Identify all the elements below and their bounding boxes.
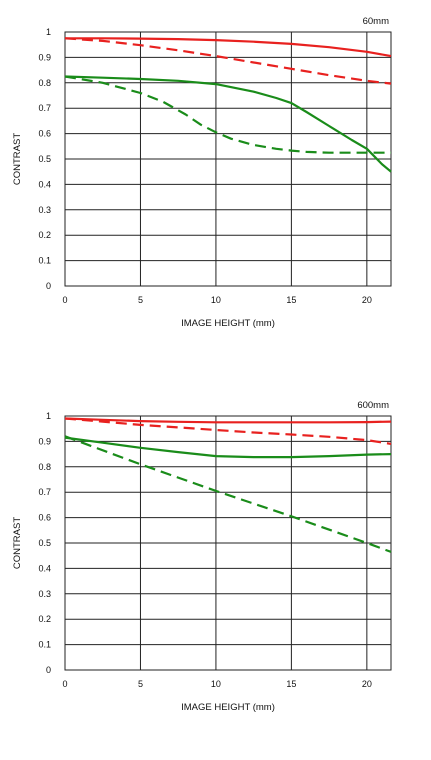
y-tick-label: 0.6 [38,513,51,523]
series-line-4 [64,75,391,154]
plot-frame [64,415,392,671]
y-axis-title: CONTRAST [12,517,23,569]
y-tick-label: 0.5 [38,538,51,548]
y-tick-label: 0 [46,665,51,675]
y-tick-label: 1 [46,411,51,421]
y-tick-label: 0.8 [38,78,51,88]
y-tick-label: 0.1 [38,256,51,266]
y-tick-label: 0.7 [38,103,51,113]
series-line-2 [64,37,392,85]
chart-title: 600mm [357,400,389,411]
series-line-2 [64,417,392,445]
y-axis-title: CONTRAST [12,133,23,185]
x-tick-label: 5 [138,295,143,305]
x-tick-label: 20 [362,679,372,689]
y-tick-label: 1 [46,27,51,37]
x-axis-title: IMAGE HEIGHT (mm) [181,702,275,713]
y-tick-label: 0.4 [38,179,51,189]
x-tick-label: 15 [286,679,296,689]
mtf-chart-600mm: 00.10.20.30.40.50.60.70.80.910 5 10 15 20600… [12,400,392,713]
y-tick-label: 0.2 [38,614,51,624]
x-tick-label: 10 [211,679,221,689]
y-tick-label: 0.2 [38,230,51,240]
y-tick-label: 0.7 [38,487,51,497]
series-line-4 [64,435,392,553]
y-tick-label: 0.8 [38,462,51,472]
mtf-chart-60mm: 00.10.20.30.40.50.60.70.80.910 5 10 15 2060m… [12,16,392,329]
y-tick-label: 0.9 [38,436,51,446]
plot-frame [64,31,392,287]
y-tick-label: 0 [46,281,51,291]
series-line-1 [65,37,392,58]
x-axis-title: IMAGE HEIGHT (mm) [181,318,275,329]
x-tick-label: 15 [286,295,296,305]
series-line-3 [64,436,392,459]
x-tick-label: 20 [362,295,372,305]
y-tick-label: 0.9 [38,52,51,62]
x-tick-label: 0 [62,679,67,689]
x-tick-label: 10 [211,295,221,305]
x-tick-label: 0 [62,295,67,305]
series-line-1 [64,417,392,424]
y-tick-label: 0.3 [38,205,51,215]
chart-title: 60mm [363,16,389,27]
y-tick-label: 0.4 [38,563,51,573]
y-tick-label: 0.6 [38,129,51,139]
y-tick-label: 0.1 [38,640,51,650]
y-tick-label: 0.3 [38,589,51,599]
x-tick-label: 5 [138,679,143,689]
y-tick-label: 0.5 [38,154,51,164]
series-line-3 [64,75,392,173]
